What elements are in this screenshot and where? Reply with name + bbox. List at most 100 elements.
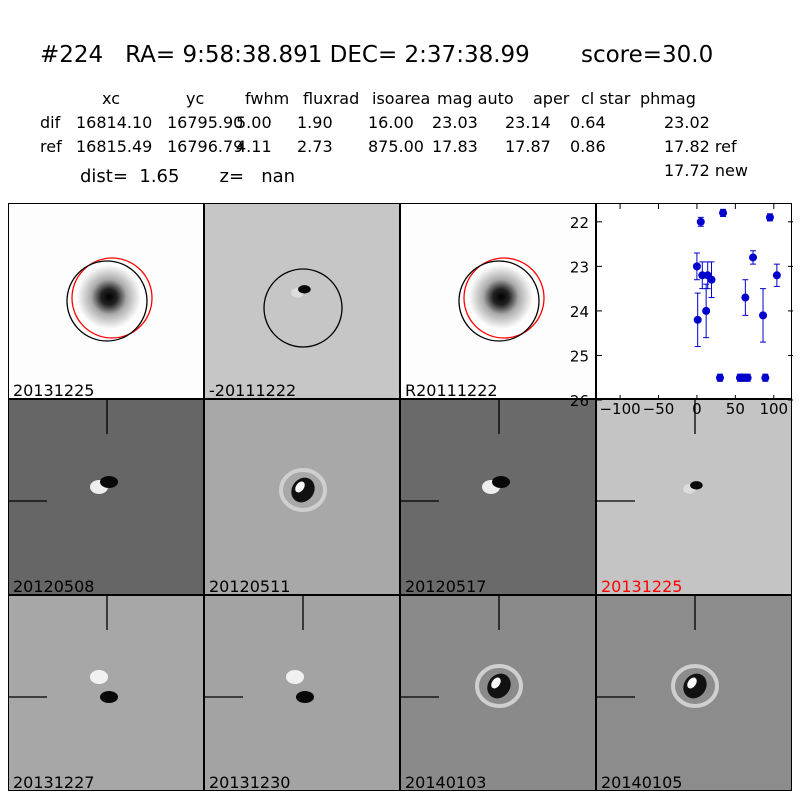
cutout-image bbox=[597, 400, 703, 502]
data-point bbox=[749, 253, 758, 262]
data-point bbox=[719, 208, 728, 217]
cutout-panel: 20131230 bbox=[204, 595, 400, 791]
column-header: phmag bbox=[640, 89, 696, 108]
y-tick-label: 25 bbox=[570, 347, 589, 365]
cutout-grid: 20131225 -20111222 R20111222 −100 −50 0 50 100 2… bbox=[8, 203, 793, 791]
cutout-image bbox=[401, 400, 510, 502]
table-cell: 17.87 bbox=[505, 137, 551, 156]
star-source bbox=[77, 265, 141, 329]
y-tick-label: 23 bbox=[570, 258, 589, 276]
data-point bbox=[693, 315, 702, 324]
column-header: cl star bbox=[581, 89, 631, 108]
cutout-image bbox=[205, 596, 314, 703]
data-point bbox=[707, 275, 716, 284]
positive-lobe bbox=[687, 677, 697, 689]
ring-residual bbox=[671, 664, 719, 708]
cutout-image bbox=[9, 596, 118, 703]
data-point bbox=[702, 306, 711, 315]
cutout-panel: 20140103 bbox=[400, 595, 596, 791]
data-point bbox=[741, 293, 750, 302]
table-cell: 16.00 bbox=[368, 113, 414, 132]
star-source bbox=[469, 265, 533, 329]
ref-aperture-circle bbox=[71, 257, 153, 339]
table-cell: 4.11 bbox=[236, 137, 272, 156]
y-tick-label: 22 bbox=[570, 214, 589, 232]
cutout-panel: 20131225 bbox=[8, 203, 204, 399]
negative-lobe bbox=[492, 476, 510, 488]
table-cell: 23.03 bbox=[432, 113, 478, 132]
cutout-image bbox=[279, 468, 327, 512]
cutout-panel: 20131225 bbox=[596, 399, 792, 595]
data-point bbox=[765, 213, 774, 222]
panel-date-label: 20120517 bbox=[405, 577, 487, 595]
row-label: dif bbox=[40, 113, 61, 132]
cutout-panel: -20111222 bbox=[204, 203, 400, 399]
table-cell: 17.83 bbox=[432, 137, 478, 156]
cutout-panel: 20120511 bbox=[204, 399, 400, 595]
ring-residual bbox=[475, 664, 523, 708]
cutout-image bbox=[263, 268, 343, 348]
aperture-circle bbox=[66, 260, 148, 342]
positive-lobe bbox=[90, 670, 108, 684]
x-tick-label: −100 bbox=[599, 400, 640, 418]
column-header: xc bbox=[102, 89, 120, 108]
data-point bbox=[772, 271, 781, 280]
data-point bbox=[715, 373, 724, 382]
cutout-image bbox=[401, 596, 523, 708]
negative-lobe bbox=[298, 285, 311, 294]
table-cell: 23.02 bbox=[664, 113, 710, 132]
column-header: aper bbox=[533, 89, 570, 108]
x-tick-label: 50 bbox=[726, 400, 745, 418]
column-header: fwhm bbox=[245, 89, 290, 108]
cutout-image bbox=[597, 596, 719, 708]
panel-date-label: R20111222 bbox=[405, 381, 498, 399]
negative-lobe bbox=[683, 673, 707, 699]
panel-date-label: 20120508 bbox=[13, 577, 95, 595]
cutout-panel: R20111222 bbox=[400, 203, 596, 399]
negative-lobe bbox=[487, 673, 511, 699]
x-tick-label: −50 bbox=[643, 400, 675, 418]
cutout-panel: 20120508 bbox=[8, 399, 204, 595]
negative-lobe bbox=[690, 481, 703, 490]
table-cell: 17.82 ref bbox=[664, 137, 737, 156]
panel-date-label: 20140103 bbox=[405, 773, 487, 791]
table-cell: 16796.79 bbox=[167, 137, 244, 156]
negative-lobe bbox=[100, 476, 118, 488]
data-point bbox=[743, 373, 752, 382]
data-point bbox=[692, 262, 701, 271]
cutout-panel: 20131227 bbox=[8, 595, 204, 791]
row-label: ref bbox=[40, 137, 62, 156]
positive-lobe bbox=[491, 677, 501, 689]
column-header: isoarea bbox=[372, 89, 431, 108]
positive-lobe bbox=[295, 481, 305, 493]
x-tick-label: 100 bbox=[759, 400, 788, 418]
cutout-image bbox=[9, 400, 118, 502]
panel-date-label: 20131230 bbox=[209, 773, 291, 791]
page-title: #224 RA= 9:58:38.891 DEC= 2:37:38.99 sco… bbox=[40, 42, 714, 68]
column-header: yc bbox=[186, 89, 205, 108]
panel-date-label: 20120511 bbox=[209, 577, 291, 595]
data-point bbox=[761, 373, 770, 382]
negative-lobe bbox=[100, 691, 118, 703]
panel-date-label: -20111222 bbox=[209, 381, 297, 399]
phmag-new: 17.72 new bbox=[664, 161, 748, 180]
table-cell: 16795.90 bbox=[167, 113, 244, 132]
panel-date-label: 20131227 bbox=[13, 773, 95, 791]
ring-residual bbox=[279, 468, 327, 512]
cutout-image bbox=[458, 257, 545, 342]
table-cell: 16815.49 bbox=[76, 137, 153, 156]
table-cell: 23.14 bbox=[505, 113, 551, 132]
cutout-panel: 20120517 bbox=[400, 399, 596, 595]
aperture-circle bbox=[263, 268, 343, 348]
table-cell: 1.90 bbox=[297, 113, 333, 132]
cutout-panel: 20140105 bbox=[596, 595, 792, 791]
data-point bbox=[759, 311, 768, 320]
column-header: mag auto bbox=[437, 89, 514, 108]
panel-date-label: 20140105 bbox=[601, 773, 683, 791]
negative-lobe bbox=[291, 477, 315, 503]
table-cell: 5.00 bbox=[236, 113, 272, 132]
negative-lobe bbox=[296, 691, 314, 703]
positive-lobe bbox=[286, 670, 304, 684]
y-tick-label: 26 bbox=[570, 392, 589, 410]
table-cell: 16814.10 bbox=[76, 113, 153, 132]
